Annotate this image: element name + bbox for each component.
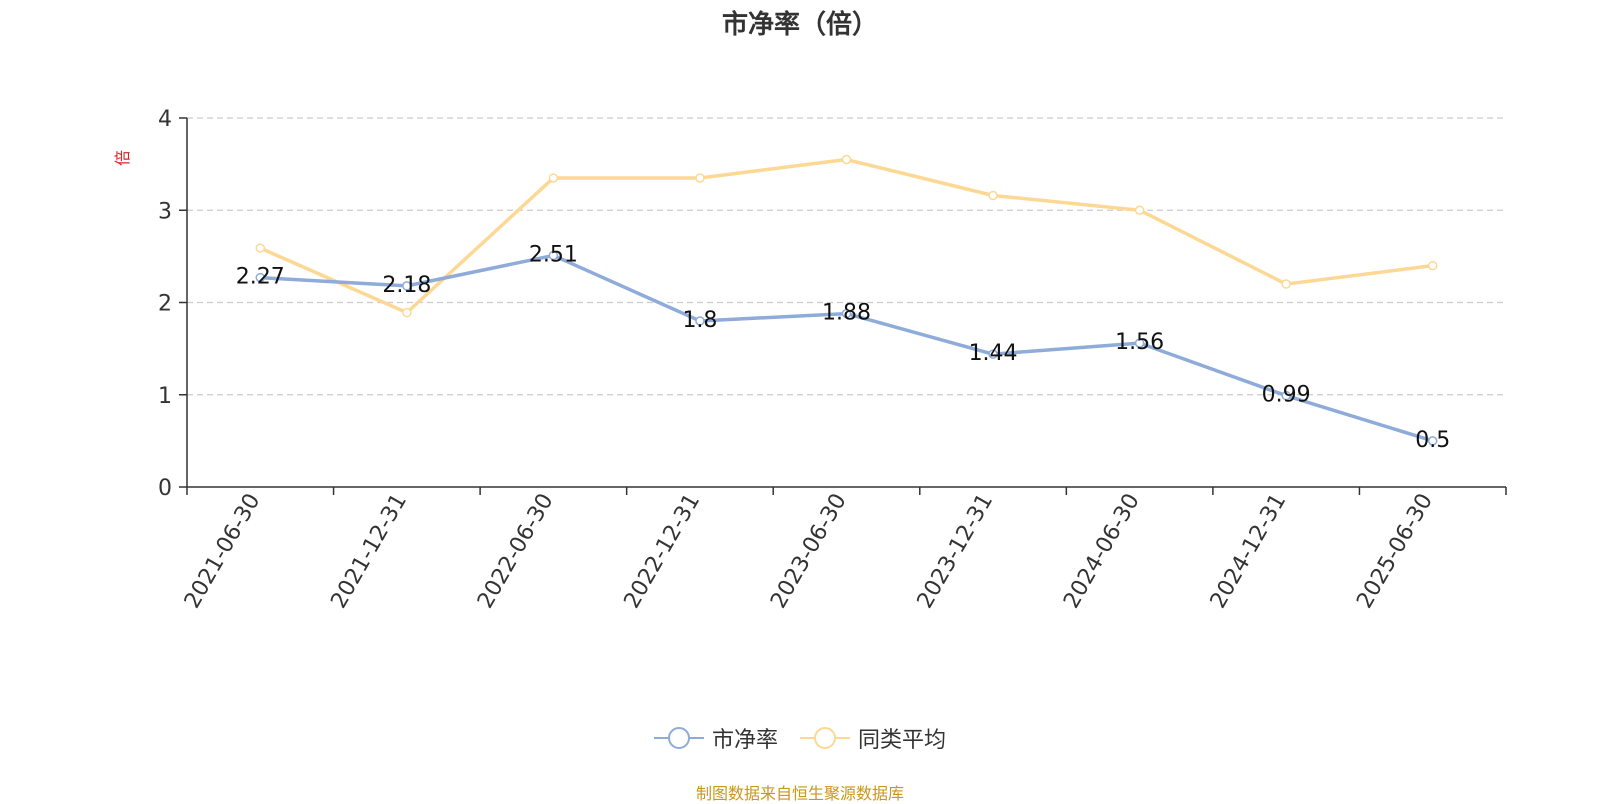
data-label: 0.5 [1415,428,1450,453]
x-tick-label: 2023-12-31 [913,490,999,613]
data-label: 1.88 [822,301,871,326]
data-point [988,190,998,201]
y-tick-label: 0 [158,476,172,501]
series-line [260,253,1434,443]
legend-item-pb[interactable]: 市净率 [653,722,778,754]
y-tick-label: 3 [158,199,172,224]
data-point [1134,338,1145,348]
legend-marker-pb-icon [653,727,704,749]
x-tick-label: 2021-06-30 [180,490,266,613]
data-point [255,243,266,253]
y-tick-label: 1 [158,384,172,409]
legend: 市净率 同类平均 [0,722,1600,754]
data-label: 1.56 [1115,330,1164,355]
x-tick-label: 2023-06-30 [766,490,852,613]
data-point [841,308,852,319]
data-label: 2.18 [382,273,431,298]
x-tick-label: 2024-12-31 [1206,490,1292,613]
line-chart: 0 1 2 3 4 2021-06-30 2021-12-31 2022-06-30 2022-… [113,107,1507,613]
legend-item-avg[interactable]: 同类平均 [800,722,946,754]
data-point [695,173,705,183]
chart-title: 市净率（倍） [721,10,878,40]
data-point [1134,205,1145,215]
x-tick-label: 2025-06-30 [1352,490,1438,613]
x-tick-label: 2024-06-30 [1059,490,1145,613]
data-point [695,316,705,326]
data-point [548,173,559,183]
y-axis-label: 倍 [113,150,132,166]
legend-label-avg: 同类平均 [858,728,947,753]
y-tick-label: 4 [158,107,172,132]
data-label: 1.44 [969,341,1018,366]
x-tick-label: 2021-12-31 [326,490,412,613]
x-tick-label: 2022-06-30 [473,490,559,613]
data-label: 2.27 [236,265,285,290]
legend-label-pb: 市净率 [711,728,778,753]
data-point [255,272,266,283]
series-line [259,157,1433,315]
data-label: 0.99 [1262,383,1311,408]
data-point [1281,390,1291,401]
data-label: 1.8 [682,308,717,333]
data-point [841,154,852,165]
data-point [402,307,412,318]
data-point [402,281,412,291]
data-point [1281,279,1291,289]
data-label: 2.51 [529,242,578,267]
legend-marker-avg-icon [800,727,850,749]
data-point [1427,260,1438,271]
data-point [548,250,559,261]
x-tick-label: 2022-12-31 [620,490,706,613]
y-tick-label: 2 [158,292,172,317]
data-point [1427,436,1438,446]
data-source-note: 制图数据来自恒生聚源数据库 [695,784,904,803]
data-point [988,349,998,359]
